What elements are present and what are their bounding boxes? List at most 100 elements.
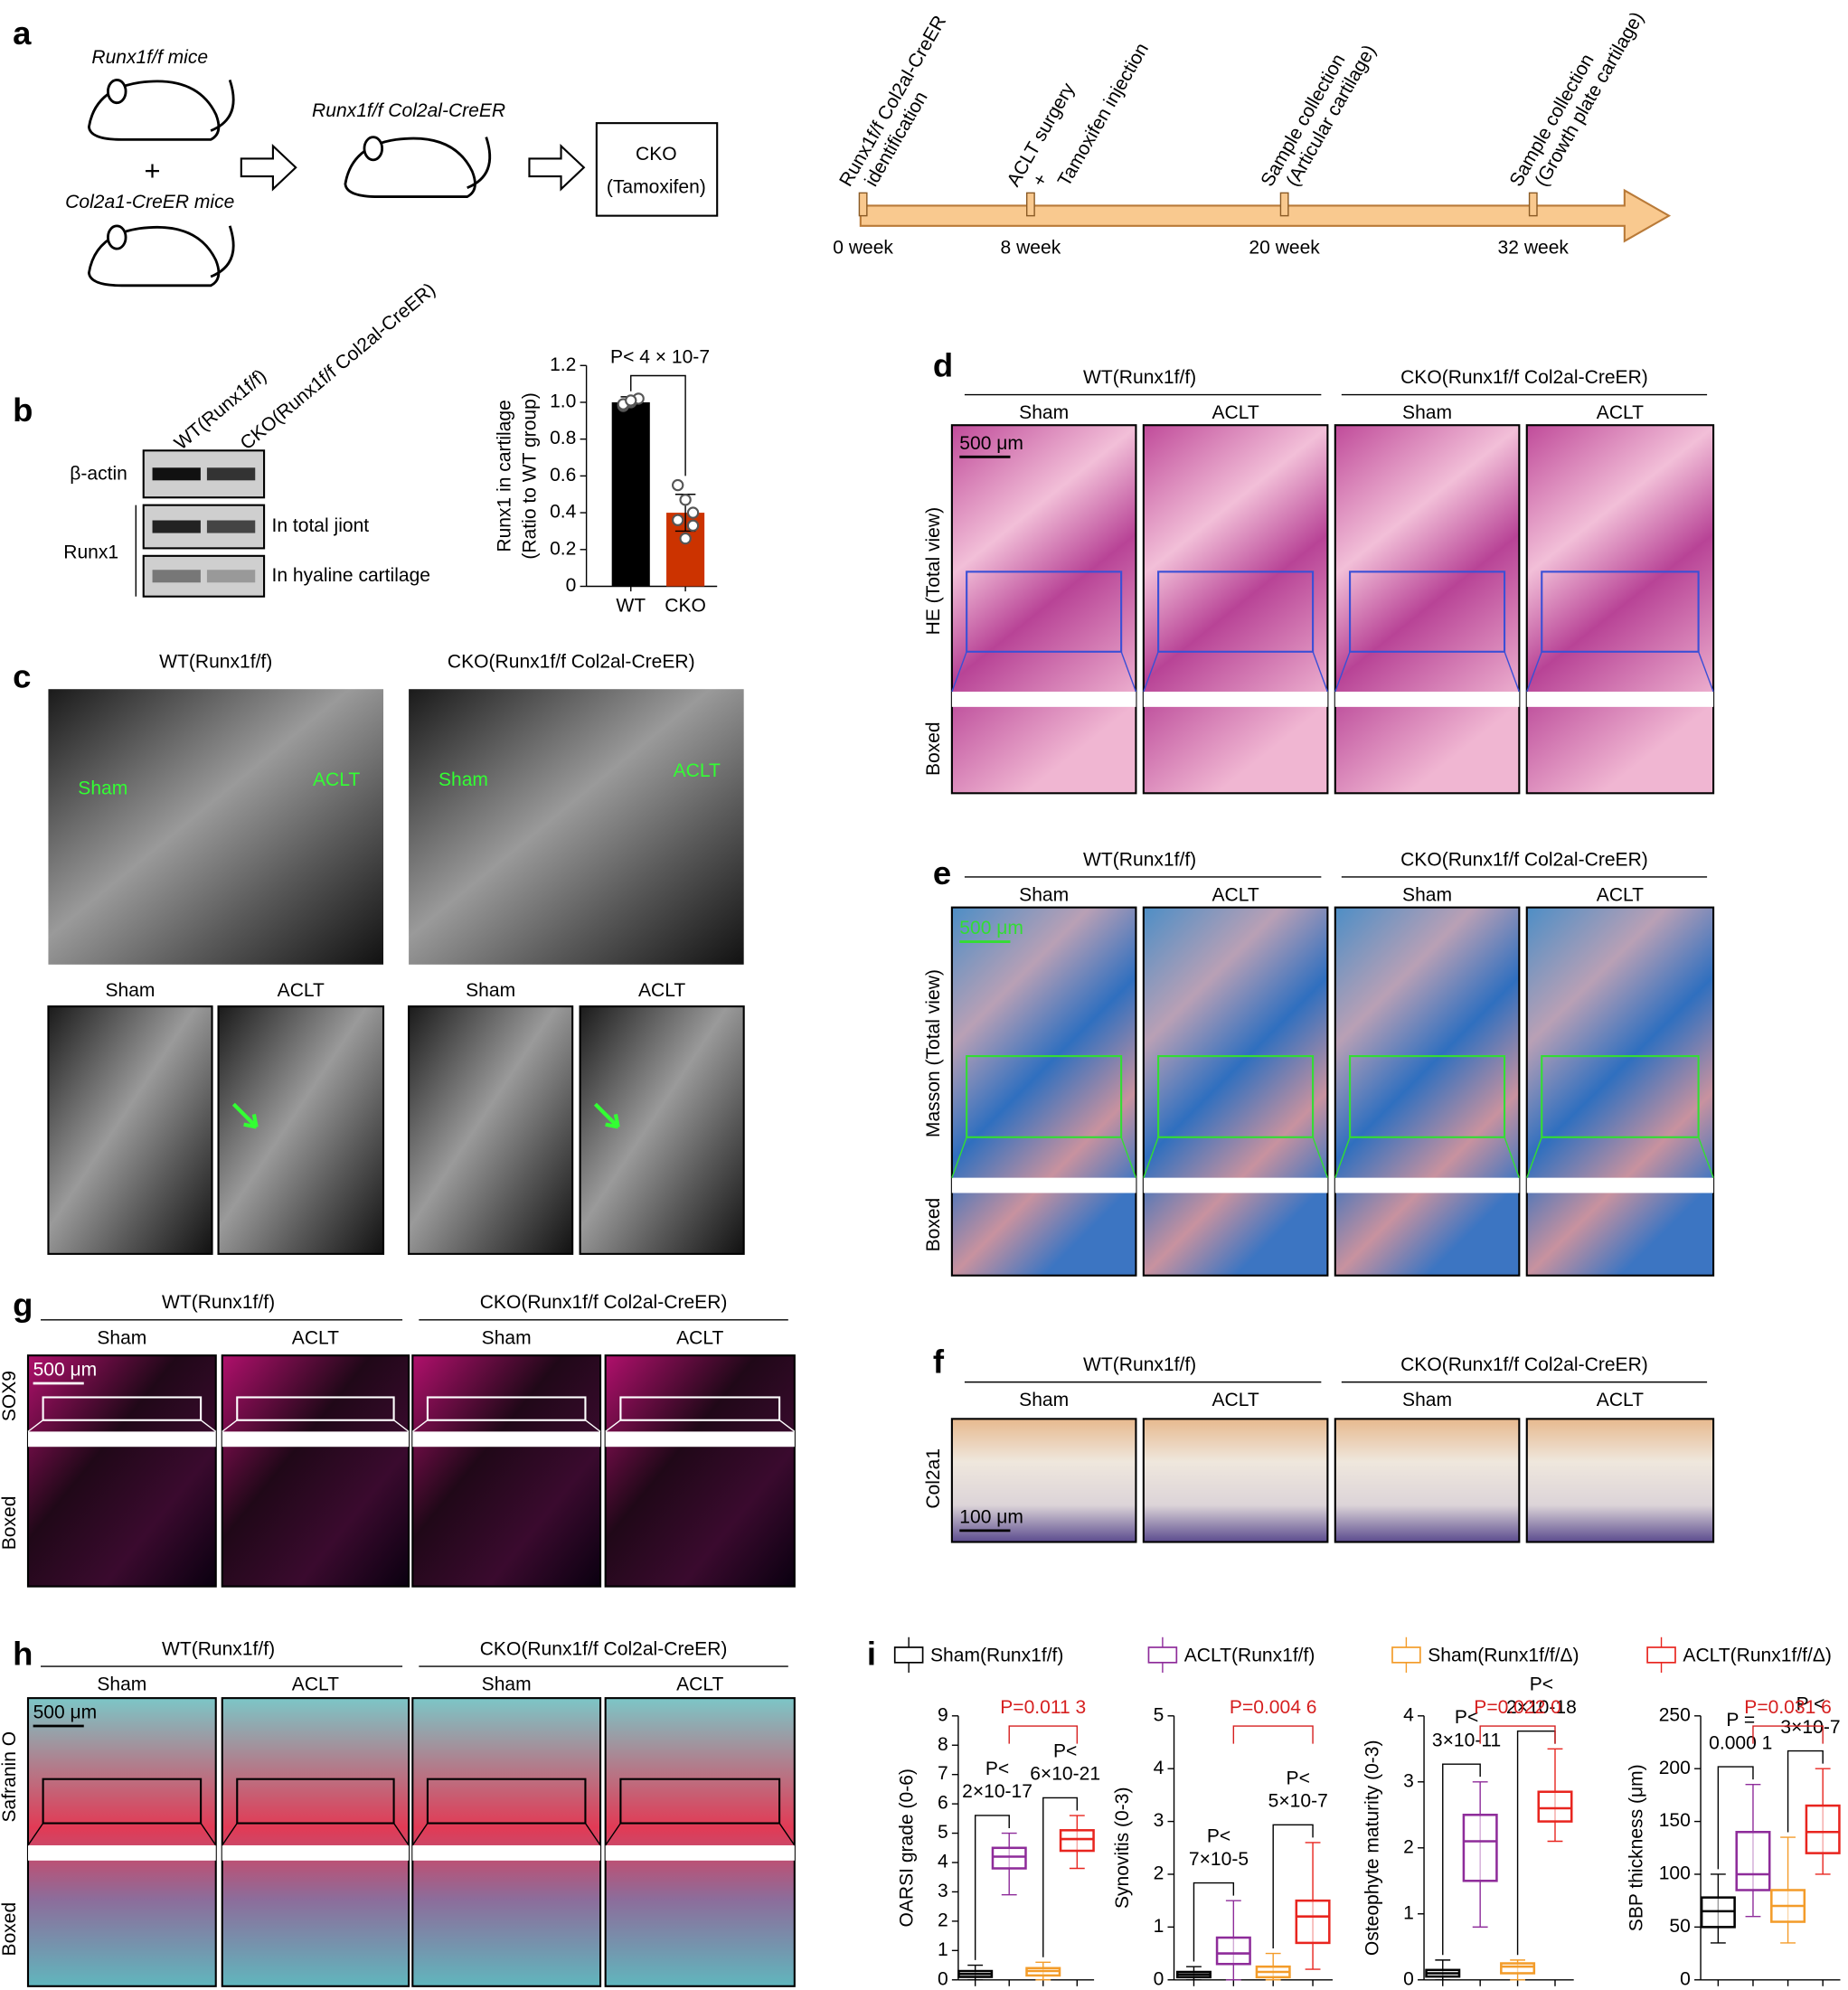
separator	[222, 1431, 410, 1448]
panel-letter: e	[933, 854, 951, 891]
roi-line	[605, 1823, 621, 1846]
micrograph	[604, 1354, 796, 1588]
separator	[1334, 692, 1520, 707]
roi-box	[1349, 571, 1506, 653]
roi-box	[236, 1778, 395, 1825]
xray-image	[408, 1005, 574, 1255]
legend-label: ACLT(Runx1f/f)	[1184, 1645, 1315, 1665]
mouse-tail	[467, 137, 492, 190]
label: Col2a1-CreER mice	[65, 192, 234, 212]
roi-line	[1312, 651, 1329, 693]
label: 32 week	[1498, 238, 1570, 259]
label: CKO(Runx1f/f Col2al-CreER)	[237, 279, 439, 455]
roi-line	[1504, 651, 1520, 693]
annotation: P< 4 × 10-7	[610, 346, 710, 367]
row-label: Boxed	[923, 1198, 944, 1252]
panel-letter: a	[13, 14, 32, 52]
column-label: Sham	[1019, 885, 1069, 906]
y-tick-label: 0	[1680, 1968, 1691, 1989]
y-tick-label: 2	[1154, 1863, 1164, 1884]
separator	[951, 1177, 1136, 1193]
label: 8 week	[1001, 238, 1061, 259]
roi-box	[426, 1778, 587, 1825]
y-tick-label: 5	[1154, 1704, 1164, 1725]
annotation: P<	[1530, 1674, 1553, 1695]
y-tick-label: 0	[1403, 1968, 1414, 1989]
y-tick-label: 9	[938, 1704, 948, 1725]
data-point	[679, 494, 692, 506]
y-tick-label: 1.2	[550, 354, 576, 375]
bracket	[1717, 1766, 1754, 1870]
roi-line	[411, 1823, 429, 1846]
annotation: P =	[1726, 1710, 1755, 1731]
row-label: Boxed	[0, 1496, 20, 1551]
annotation: P=0.011 3	[1000, 1697, 1086, 1718]
column-label: ACLT	[676, 1327, 723, 1348]
roi-line	[411, 1419, 429, 1432]
label: β-actin	[70, 464, 127, 485]
roi-line	[1312, 1136, 1329, 1178]
row-label: Boxed	[0, 1902, 20, 1957]
axis-label: Runx1 in cartilage	[494, 400, 514, 552]
bracket	[1042, 1797, 1079, 1957]
box	[1462, 1814, 1498, 1882]
y-tick-label: 50	[1669, 1916, 1690, 1937]
bracket	[1193, 1882, 1235, 1962]
scale-bar-label: 500 μm	[33, 1702, 98, 1723]
bracket	[630, 374, 686, 476]
panel-letter: c	[13, 658, 31, 695]
roi-box	[42, 1396, 203, 1421]
column-label: Sham	[1402, 402, 1452, 423]
separator	[27, 1844, 216, 1861]
roi-line	[393, 1823, 410, 1846]
box	[1805, 1804, 1841, 1854]
panel-letter: d	[933, 347, 953, 384]
group-label: CKO(Runx1f/f Col2al-CreER)	[1400, 849, 1648, 870]
roi-line	[222, 1823, 238, 1846]
blot-band	[152, 467, 201, 481]
column-label: ACLT	[1212, 885, 1259, 906]
group-label: WT(Runx1f/f)	[159, 651, 272, 672]
column-label: ACLT	[1212, 402, 1259, 423]
separator	[1143, 1177, 1328, 1193]
blot-band	[206, 467, 256, 481]
annotation: 7×10-5	[1189, 1849, 1249, 1870]
micrograph	[1334, 424, 1521, 795]
group-label: CKO(Runx1f/f Col2al-CreER)	[1400, 1354, 1648, 1375]
micrograph	[1142, 906, 1329, 1277]
label: 0 week	[833, 238, 893, 259]
bracket	[1232, 1725, 1314, 1744]
xray-image	[579, 1005, 745, 1255]
label: (Tamoxifen)	[607, 176, 706, 197]
roi-line	[1504, 1136, 1520, 1178]
column-label: Sham	[482, 1674, 532, 1695]
y-tick-label: 0.8	[550, 428, 576, 448]
legend-label: ACLT(Runx1f/f/Δ)	[1683, 1645, 1832, 1665]
pointer-arrow	[231, 1102, 259, 1129]
y-tick-label: 250	[1659, 1704, 1691, 1725]
axis-label: (Ratio to WT group)	[519, 392, 540, 559]
box	[1215, 1936, 1251, 1966]
mouse-tail	[210, 79, 235, 132]
roi-box	[426, 1396, 587, 1421]
bracket	[1008, 1725, 1079, 1744]
bracket	[1787, 1750, 1824, 1833]
box	[1295, 1899, 1331, 1945]
micrograph	[1142, 1418, 1329, 1543]
annotation: P<	[1455, 1707, 1478, 1728]
micrograph	[411, 1354, 602, 1588]
overlay-label: Sham	[438, 769, 488, 790]
roi-box	[42, 1778, 203, 1825]
y-tick-label: 3	[1154, 1810, 1164, 1831]
separator	[605, 1431, 795, 1448]
legend-label: Sham(Runx1f/f)	[930, 1645, 1063, 1665]
roi-box	[619, 1396, 781, 1421]
roi-line	[200, 1419, 217, 1432]
annotation: P=0.031 6	[1744, 1697, 1832, 1718]
panel-letter: f	[933, 1344, 945, 1381]
roi-line	[1334, 1136, 1351, 1178]
label: CKO	[636, 144, 677, 165]
micrograph	[1334, 1418, 1521, 1543]
group-label: CKO(Runx1f/f Col2al-CreER)	[448, 651, 695, 672]
roi-line	[393, 1419, 410, 1432]
